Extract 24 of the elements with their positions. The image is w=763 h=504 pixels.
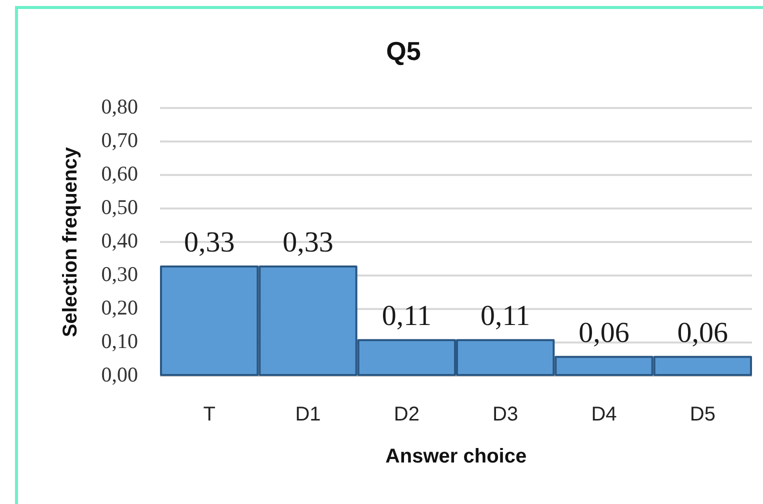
x-tick-label: D4 <box>591 404 617 426</box>
data-label: 0,06 <box>578 316 630 349</box>
x-tick-label: D2 <box>394 404 420 426</box>
y-tick-label: 0,60 <box>101 162 138 186</box>
y-tick-label: 0,00 <box>101 362 138 387</box>
y-tick-label: 0,30 <box>101 262 138 286</box>
data-label: 0,33 <box>282 226 334 259</box>
y-tick-label: 0,40 <box>101 228 138 253</box>
y-axis-title: Selection frequency <box>60 146 82 338</box>
x-tick-label: T <box>203 404 216 426</box>
data-label: 0,11 <box>382 300 432 332</box>
data-label: 0,33 <box>184 226 235 259</box>
x-tick-label: D5 <box>690 404 716 426</box>
y-tick-label: 0,50 <box>101 195 138 220</box>
y-tick-label: 0,80 <box>101 94 138 119</box>
data-label: 0,11 <box>480 300 530 332</box>
x-axis-title: Answer choice <box>385 446 527 468</box>
y-tick-label: 0,70 <box>101 128 138 152</box>
x-tick-label: D3 <box>492 404 518 426</box>
y-tick-label: 0,20 <box>101 296 138 320</box>
x-tick-label: D1 <box>295 404 321 426</box>
chart-title: Q5 <box>386 36 421 66</box>
data-label: 0,06 <box>677 316 728 349</box>
y-tick-label: 0,10 <box>101 329 138 354</box>
